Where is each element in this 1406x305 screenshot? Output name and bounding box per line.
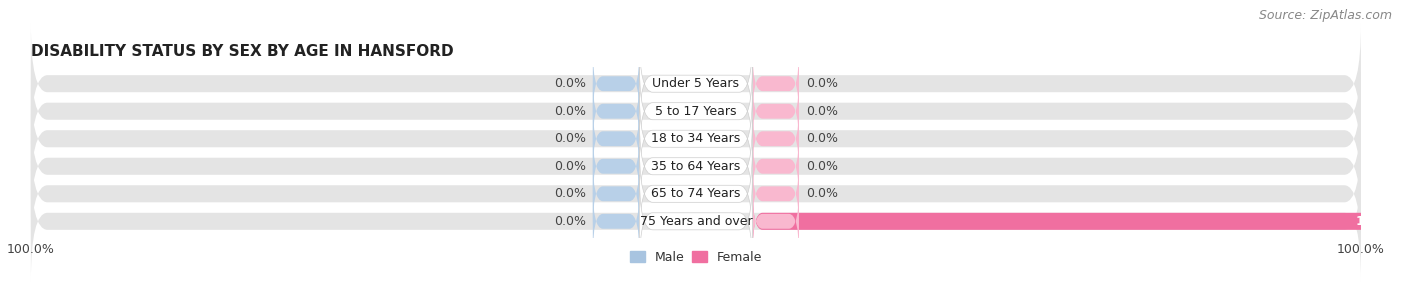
Text: 18 to 34 Years: 18 to 34 Years [651, 132, 741, 145]
Text: 0.0%: 0.0% [554, 77, 586, 90]
FancyBboxPatch shape [593, 188, 640, 255]
Text: 0.0%: 0.0% [806, 132, 838, 145]
Text: 65 to 74 Years: 65 to 74 Years [651, 187, 741, 200]
FancyBboxPatch shape [31, 51, 1361, 171]
FancyBboxPatch shape [31, 23, 1361, 144]
FancyBboxPatch shape [752, 105, 799, 173]
FancyBboxPatch shape [31, 134, 1361, 254]
FancyBboxPatch shape [752, 77, 799, 145]
FancyBboxPatch shape [640, 175, 752, 268]
FancyBboxPatch shape [593, 132, 640, 200]
Text: 0.0%: 0.0% [554, 187, 586, 200]
FancyBboxPatch shape [640, 65, 752, 158]
FancyBboxPatch shape [752, 50, 799, 117]
Legend: Male, Female: Male, Female [624, 246, 768, 269]
Text: 0.0%: 0.0% [806, 105, 838, 118]
Text: 75 Years and over: 75 Years and over [640, 215, 752, 228]
FancyBboxPatch shape [752, 188, 799, 255]
FancyBboxPatch shape [752, 188, 1406, 254]
FancyBboxPatch shape [593, 105, 640, 173]
Text: 100.0%: 100.0% [1355, 215, 1406, 228]
Text: 0.0%: 0.0% [806, 77, 838, 90]
Text: Source: ZipAtlas.com: Source: ZipAtlas.com [1258, 9, 1392, 22]
Text: 0.0%: 0.0% [554, 215, 586, 228]
Text: 0.0%: 0.0% [554, 105, 586, 118]
FancyBboxPatch shape [593, 50, 640, 117]
Text: 0.0%: 0.0% [806, 187, 838, 200]
FancyBboxPatch shape [640, 37, 752, 130]
FancyBboxPatch shape [31, 161, 1361, 282]
Text: 0.0%: 0.0% [806, 160, 838, 173]
FancyBboxPatch shape [640, 92, 752, 185]
FancyBboxPatch shape [593, 160, 640, 228]
Text: Under 5 Years: Under 5 Years [652, 77, 740, 90]
FancyBboxPatch shape [593, 77, 640, 145]
FancyBboxPatch shape [640, 120, 752, 213]
FancyBboxPatch shape [752, 132, 799, 200]
FancyBboxPatch shape [31, 78, 1361, 199]
FancyBboxPatch shape [640, 147, 752, 240]
Text: 35 to 64 Years: 35 to 64 Years [651, 160, 741, 173]
FancyBboxPatch shape [752, 160, 799, 228]
FancyBboxPatch shape [31, 106, 1361, 227]
Text: 0.0%: 0.0% [554, 160, 586, 173]
Text: 0.0%: 0.0% [554, 132, 586, 145]
Text: 5 to 17 Years: 5 to 17 Years [655, 105, 737, 118]
Text: DISABILITY STATUS BY SEX BY AGE IN HANSFORD: DISABILITY STATUS BY SEX BY AGE IN HANSF… [31, 44, 454, 59]
